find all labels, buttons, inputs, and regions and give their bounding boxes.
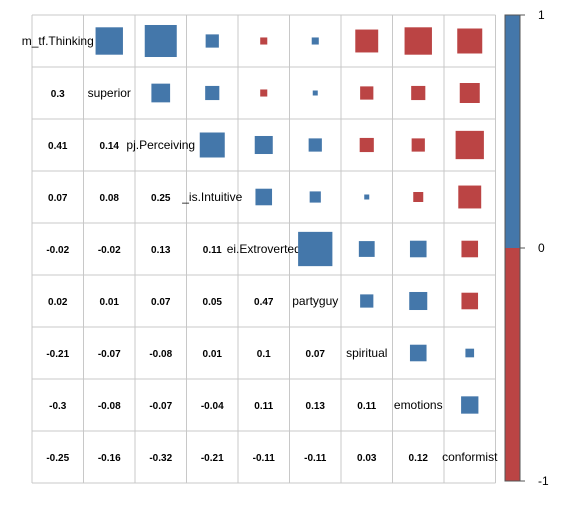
correlation-square — [255, 188, 273, 206]
correlation-value-label: -0.3 — [49, 401, 67, 412]
correlation-square — [461, 292, 479, 310]
correlation-square — [411, 138, 425, 152]
correlation-value-label: 0.07 — [151, 297, 171, 308]
correlation-value-label: 0.05 — [203, 297, 223, 308]
correlation-square — [360, 86, 374, 100]
variable-label: ei.Extroverted — [227, 242, 301, 256]
correlation-value-label: -0.02 — [46, 245, 69, 256]
correlation-square — [260, 89, 268, 97]
correlation-square — [95, 27, 123, 55]
variable-label: spiritual — [346, 346, 387, 360]
correlation-square — [254, 135, 273, 155]
correlation-square — [457, 28, 483, 54]
variable-label: superior — [88, 86, 131, 100]
correlation-value-label: 0.02 — [48, 297, 68, 308]
correlation-value-label: 0.1 — [257, 349, 271, 360]
correlation-value-label: 0.47 — [254, 297, 274, 308]
correlation-square — [461, 240, 479, 258]
correlation-value-label: 0.08 — [100, 193, 120, 204]
correlation-square — [309, 191, 321, 203]
correlation-value-label: -0.07 — [149, 401, 172, 412]
variable-label: conformist — [442, 450, 498, 464]
colorbar-tick-label: 0 — [538, 241, 545, 255]
correlation-value-label: 0.11 — [254, 401, 273, 412]
correlation-value-label: -0.21 — [46, 349, 69, 360]
correlation-value-label: 0.14 — [100, 141, 120, 152]
correlation-value-label: -0.08 — [149, 349, 172, 360]
correlation-square — [298, 231, 333, 267]
correlation-square — [455, 130, 484, 160]
matrix-grid — [31, 14, 496, 484]
correlation-value-label: -0.32 — [149, 453, 172, 464]
correlation-square — [409, 344, 427, 362]
correlation-square — [409, 291, 428, 311]
correlation-square — [465, 348, 475, 358]
correlation-square — [312, 90, 318, 96]
correlation-square — [308, 138, 322, 152]
matrix-marks: m_tf.Thinking 0.3 superior 0.41 0.14 pj.Perce… — [22, 24, 498, 464]
correlation-value-label: 0.01 — [100, 297, 120, 308]
correlation-value-label: 0.11 — [203, 245, 222, 256]
correlation-square — [459, 83, 480, 103]
correlation-value-label: -0.21 — [201, 453, 224, 464]
colorbar-positive-segment — [505, 15, 520, 248]
correlation-square — [205, 85, 220, 101]
correlation-value-label: -0.02 — [98, 245, 121, 256]
correlation-value-label: 0.01 — [203, 349, 223, 360]
correlation-value-label: -0.16 — [98, 453, 121, 464]
correlation-value-label: 0.13 — [306, 401, 326, 412]
correlation-value-label: 0.07 — [48, 193, 68, 204]
variable-label: emotions — [394, 398, 443, 412]
correlation-square — [151, 83, 171, 103]
correlation-square — [199, 132, 225, 158]
correlation-square — [311, 37, 319, 45]
correlation-square — [358, 241, 375, 257]
correlation-value-label: 0.12 — [409, 453, 429, 464]
correlation-square — [413, 192, 424, 202]
correlation-value-label: 0.11 — [357, 401, 376, 412]
correlation-value-label: -0.07 — [98, 349, 121, 360]
variable-label: m_tf.Thinking — [22, 34, 94, 48]
correlation-square — [411, 85, 426, 101]
correlation-value-label: 0.3 — [51, 89, 65, 100]
correlation-value-label: -0.04 — [201, 401, 224, 412]
correlation-square — [360, 294, 374, 308]
correlation-value-label: -0.11 — [253, 453, 276, 464]
correlation-square — [364, 194, 370, 200]
correlation-value-label: 0.41 — [48, 141, 68, 152]
variable-label: partyguy — [292, 294, 338, 308]
correlation-square — [205, 34, 219, 48]
correlation-square — [458, 185, 482, 209]
correlation-value-label: -0.11 — [304, 453, 327, 464]
correlation-square — [404, 27, 432, 55]
variable-label: pj.Perceiving — [126, 138, 195, 152]
correlation-square — [359, 137, 374, 153]
correlation-square — [409, 240, 427, 258]
correlation-value-label: 0.03 — [357, 453, 377, 464]
correlation-value-label: 0.13 — [151, 245, 171, 256]
colorbar-negative-segment — [505, 248, 520, 481]
colorbar: 1 0 -1 — [504, 8, 549, 488]
correlation-value-label: -0.25 — [46, 453, 69, 464]
correlation-square — [461, 396, 479, 414]
correlation-square — [355, 29, 379, 53]
correlation-value-label: 0.07 — [306, 349, 326, 360]
colorbar-tick-label: -1 — [538, 474, 549, 488]
correlation-value-label: -0.08 — [98, 401, 121, 412]
correlation-square — [260, 37, 268, 45]
correlation-square — [144, 24, 177, 58]
variable-label: _is.Intuitive — [181, 190, 242, 204]
colorbar-tick-label: 1 — [538, 8, 545, 22]
correlation-value-label: 0.25 — [151, 193, 171, 204]
